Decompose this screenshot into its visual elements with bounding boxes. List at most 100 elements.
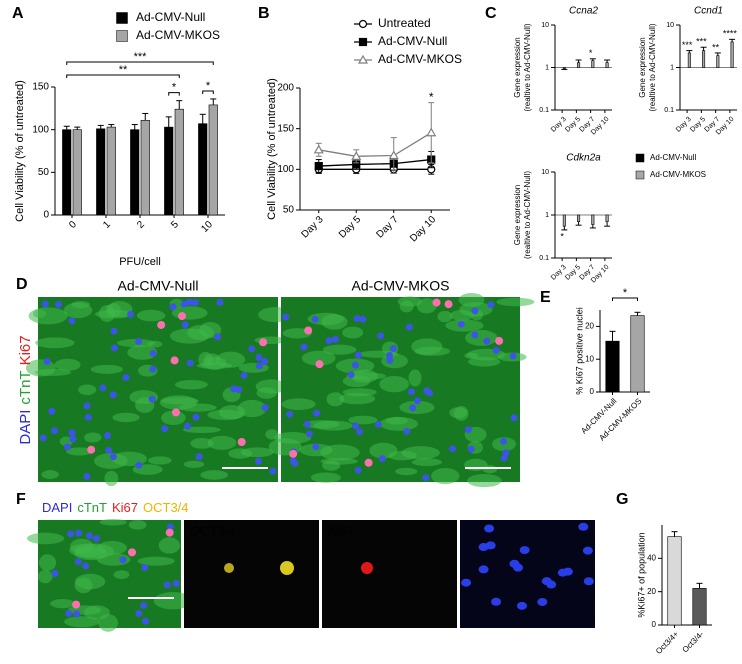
stain-label: DAPI cTnT Ki67 OCT3/4 [42,500,189,515]
nucleus [478,565,489,574]
nucleus [286,410,294,418]
nucleus [73,610,81,618]
nucleus [516,601,527,610]
image-title: OCT3/4 [190,523,236,538]
nucleus [582,546,593,555]
cell [379,375,410,393]
nucleus [39,434,47,442]
nucleus [448,445,456,453]
nucleus [72,600,81,609]
nucleus [359,315,367,323]
cell [342,326,364,339]
panel-label: E [540,289,551,306]
bracket [168,92,180,96]
nucleus [75,529,83,537]
image-title: Ad-CMV-MKOS [351,278,449,294]
y-tick-label: 1 [545,212,549,219]
nucleus [163,581,171,589]
nucleus [313,409,321,417]
cell [127,345,158,360]
cell [411,338,443,355]
legend-swatch [116,12,128,24]
cell [200,470,229,480]
line [318,158,432,167]
cell [136,309,166,322]
nucleus [230,385,238,393]
cell [237,399,267,418]
bar [62,129,72,216]
cell [74,573,106,590]
bar [562,214,566,227]
nucleus [354,351,362,359]
stain-name: cTnT [77,500,107,515]
nucleus [471,331,479,339]
cell [27,532,65,545]
nucleus [83,472,91,480]
cell [169,328,209,344]
nucleus [500,454,508,462]
legend-label: Ad-CMV-Null [378,34,447,48]
cell [339,392,376,405]
nucleus [464,426,472,434]
nucleus [354,466,362,474]
nucleus [171,408,180,417]
micrograph [322,520,457,628]
nucleus [364,458,373,467]
cell [464,352,479,359]
cell [411,458,442,467]
bar [605,214,609,222]
nucleus [237,438,246,447]
micrograph [460,520,595,628]
point [357,54,369,64]
bar [106,126,116,216]
y-tick-label: 0.1 [539,255,549,262]
y-tick-label: 100 [32,124,49,135]
nucleus [546,580,557,589]
nucleus [148,395,156,403]
cell [346,372,387,380]
nucleus [583,577,594,586]
cell [416,298,437,314]
nucleus [492,346,500,354]
image-title: Ki67 [328,523,354,538]
nucleus [55,300,63,308]
y-tick-label: 150 [32,82,49,93]
bar [577,214,581,222]
y-tick-label: 0.1 [539,107,549,114]
nucleus [457,320,465,328]
nucleus [135,461,143,469]
cell [37,569,53,584]
nucleus [422,474,430,482]
nucleus [409,404,417,412]
nucleus [537,597,548,606]
x-tick-label: 10 [199,219,215,235]
y-axis-label: Cell Viability (% of untreated) [266,78,278,220]
cell [71,301,91,309]
nucleus [303,420,311,428]
nucleus [248,345,256,353]
cell [66,447,93,456]
cell [496,297,535,307]
nucleus [181,321,189,329]
cell [78,384,97,396]
nucleus [491,597,502,606]
bar [208,104,218,216]
y-tick-label: 10 [585,354,594,363]
panel-label: F [16,491,26,508]
nucleus [259,338,268,347]
significance: * [589,48,593,58]
cell [64,616,100,628]
panel-label: B [258,5,270,22]
bar [630,315,645,393]
nucleus [255,457,263,465]
y-tick-label: 200 [277,83,294,94]
cell [83,605,110,620]
stain-name: cTnT [17,370,34,404]
nucleus [195,453,203,461]
nucleus [356,428,364,436]
point [358,37,368,47]
cell [465,329,498,346]
nucleus [312,443,320,451]
legend-label: Ad-CMV-MKOS [378,52,462,66]
nucleus [172,580,180,588]
